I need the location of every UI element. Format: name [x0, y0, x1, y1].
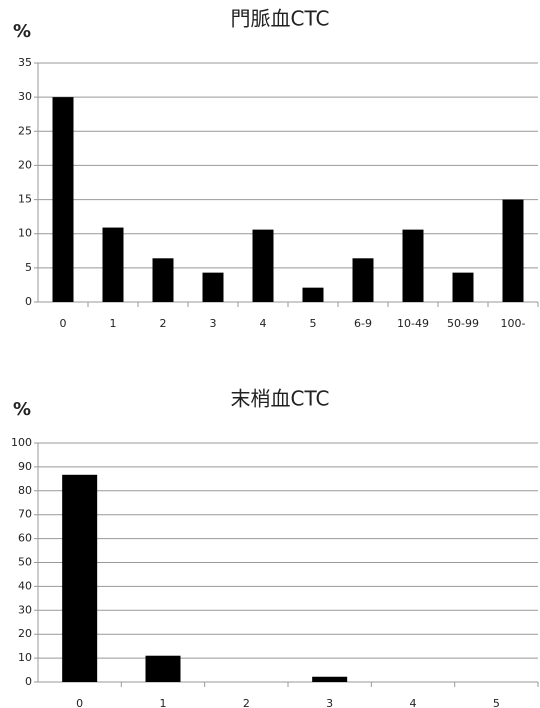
x-tick-label: 3	[210, 317, 217, 330]
y-tick-label: 25	[18, 124, 32, 137]
bar	[502, 199, 524, 302]
y-tick-label: 80	[18, 484, 32, 497]
y-axis-label: %	[13, 399, 31, 420]
x-tick-label: 5	[310, 317, 317, 330]
x-tick-label: 5	[493, 697, 500, 708]
x-tick-label: 4	[410, 697, 417, 708]
chart-title: 門脈血CTC	[231, 7, 330, 31]
bar	[402, 229, 424, 302]
bar	[145, 655, 181, 682]
y-tick-label: 0	[25, 675, 32, 688]
bar	[302, 287, 324, 302]
y-tick-label: 20	[18, 158, 32, 171]
x-tick-label: 50-99	[447, 317, 479, 330]
bar	[352, 258, 374, 302]
bar	[152, 258, 174, 302]
bar	[52, 97, 74, 303]
x-tick-label: 0	[76, 697, 83, 708]
y-tick-label: 50	[18, 556, 32, 569]
y-tick-label: 100	[11, 436, 32, 449]
y-tick-label: 35	[18, 56, 32, 69]
bar	[452, 272, 474, 302]
x-tick-label: 1	[110, 317, 117, 330]
bar	[202, 272, 224, 302]
x-tick-label: 100-	[501, 317, 526, 330]
y-tick-label: 40	[18, 579, 32, 592]
y-tick-label: 5	[25, 261, 32, 274]
y-tick-label: 15	[18, 193, 32, 206]
y-tick-label: 60	[18, 532, 32, 545]
bar	[312, 676, 348, 682]
y-tick-label: 0	[25, 295, 32, 308]
x-tick-label: 2	[160, 317, 167, 330]
x-tick-label: 10-49	[397, 317, 429, 330]
y-tick-label: 10	[18, 227, 32, 240]
y-tick-label: 30	[18, 90, 32, 103]
y-tick-label: 70	[18, 508, 32, 521]
y-tick-label: 20	[18, 627, 32, 640]
y-tick-label: 30	[18, 603, 32, 616]
y-tick-label: 10	[18, 651, 32, 664]
x-tick-label: 1	[160, 697, 167, 708]
x-tick-label: 2	[243, 697, 250, 708]
bar	[62, 474, 98, 682]
y-tick-label: 90	[18, 460, 32, 473]
x-tick-label: 4	[260, 317, 267, 330]
y-axis-label: %	[13, 21, 31, 42]
x-tick-label: 0	[60, 317, 67, 330]
bar	[102, 227, 124, 302]
chart-title: 末梢血CTC	[231, 387, 330, 411]
x-tick-label: 3	[326, 697, 333, 708]
x-tick-label: 6-9	[354, 317, 372, 330]
bar	[252, 229, 274, 302]
